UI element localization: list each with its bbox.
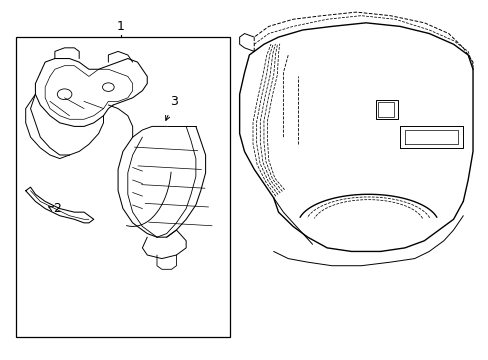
Text: 1: 1 [116,20,124,33]
Bar [377,103,393,117]
Text: 3: 3 [170,95,178,108]
Bar [375,100,397,119]
Text: 2: 2 [53,202,61,215]
Bar [16,37,229,337]
